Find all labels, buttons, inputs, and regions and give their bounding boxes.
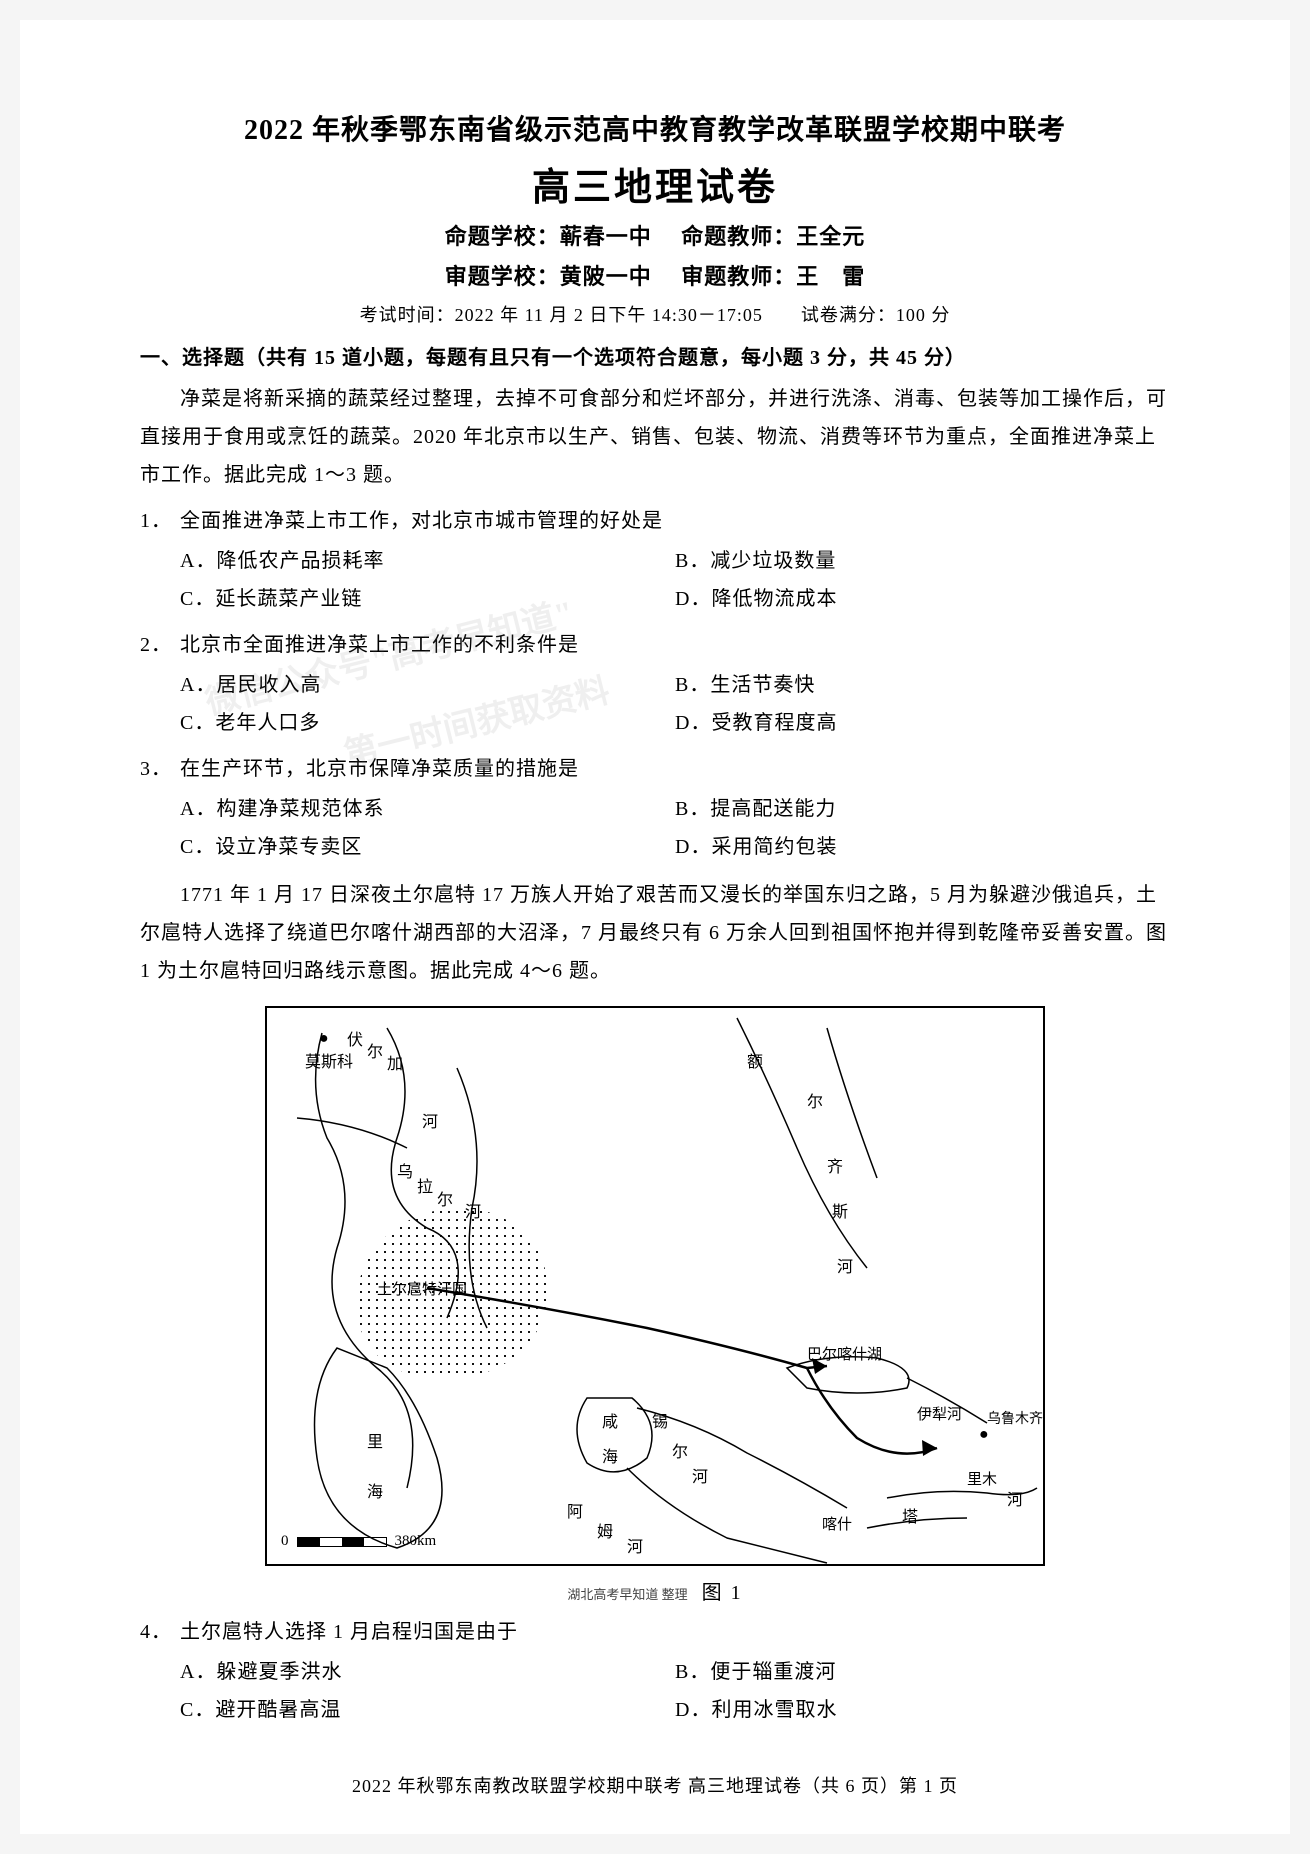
label-caspian: 里 <box>367 1428 383 1452</box>
meta-label: 命题教师： <box>681 224 796 249</box>
label-irtysh: 额 <box>747 1048 763 1072</box>
meta-line-1: 命题学校：蕲春一中 命题教师：王全元 <box>140 219 1170 251</box>
option-b: B．减少垃圾数量 <box>675 542 1170 580</box>
q-stem-text: 全面推进净菜上市工作，对北京市城市管理的好处是 <box>180 502 663 540</box>
label-turhute: 土尔扈特汗国 <box>377 1278 467 1299</box>
option-d: D．采用简约包装 <box>675 828 1170 866</box>
scale-right: 380km <box>395 1533 437 1550</box>
q-stem-text: 在生产环节，北京市保障净菜质量的措施是 <box>180 750 579 788</box>
label-amu: 河 <box>627 1533 643 1557</box>
map-credit: 湖北高考早知道 整理 <box>567 1584 687 1603</box>
option-a: A．构建净菜规范体系 <box>180 790 675 828</box>
label-urumqi: 乌鲁木齐 <box>987 1408 1043 1428</box>
option-d: D．利用冰雪取水 <box>675 1691 1170 1729</box>
map-caption: 图 1 <box>702 1576 743 1605</box>
option-c: C．设立净菜专卖区 <box>180 828 675 866</box>
label-tarim: 塔 <box>902 1503 918 1527</box>
label-volga: 伏 <box>347 1026 363 1050</box>
title-sub: 高三地理试卷 <box>140 156 1170 211</box>
label-tarim: 河 <box>1007 1486 1023 1510</box>
city-dot: ● <box>979 1426 989 1444</box>
meta-value: 王 雷 <box>796 264 865 289</box>
scale-left: 0 <box>281 1533 289 1550</box>
option-d: D．受教育程度高 <box>675 704 1170 742</box>
q-num: 1． <box>140 502 180 540</box>
question-2: 2． 北京市全面推进净菜上市工作的不利条件是 A．居民收入高 B．生活节奏快 C… <box>140 626 1170 742</box>
label-moscow: 莫斯科 <box>305 1048 353 1072</box>
option-c: C．避开酷暑高温 <box>180 1691 675 1729</box>
label-ural: 尔 <box>437 1186 453 1210</box>
city-dot: ● <box>319 1030 329 1048</box>
label-kashi: 喀什 <box>822 1513 852 1534</box>
meta-line-2: 审题学校：黄陂一中 审题教师：王 雷 <box>140 259 1170 291</box>
q-num: 3． <box>140 750 180 788</box>
page-footer: 2022 年秋鄂东南教改联盟学校期中联考 高三地理试卷（共 6 页）第 1 页 <box>20 1772 1290 1798</box>
q-stem-text: 北京市全面推进净菜上市工作的不利条件是 <box>180 626 579 664</box>
option-c: C．延长蔬菜产业链 <box>180 580 675 618</box>
map-caption-row: 湖北高考早知道 整理 图 1 <box>140 1576 1170 1605</box>
passage-2: 1771 年 1 月 17 日深夜土尔扈特 17 万族人开始了艰苦而又漫长的举国… <box>140 876 1170 990</box>
meta-label: 审题教师： <box>681 264 796 289</box>
meta-value: 王全元 <box>796 224 865 249</box>
label-aral: 咸 <box>602 1408 618 1432</box>
map-container: ● 莫斯科 伏 尔 加 河 乌 拉 尔 河 土尔扈特汗国 里 海 咸 海 阿 姆… <box>140 1006 1170 1566</box>
option-d: D．降低物流成本 <box>675 580 1170 618</box>
label-tarim: 里木 <box>967 1468 997 1489</box>
label-irtysh: 河 <box>837 1253 853 1277</box>
meta-value: 黄陂一中 <box>560 264 652 289</box>
label-irtysh: 齐 <box>827 1153 843 1177</box>
label-amu: 姆 <box>597 1518 613 1542</box>
meta-label: 审题学校： <box>445 264 560 289</box>
meta-label: 命题学校： <box>445 224 560 249</box>
scale-bar: 0 380km <box>281 1533 436 1550</box>
option-a: A．居民收入高 <box>180 666 675 704</box>
label-balkhash: 巴尔喀什湖 <box>807 1343 882 1364</box>
label-aral: 海 <box>602 1443 618 1467</box>
exam-info: 考试时间：2022 年 11 月 2 日下午 14:30－17:05 试卷满分：… <box>140 301 1170 327</box>
label-amu: 阿 <box>567 1498 583 1522</box>
title-main: 2022 年秋季鄂东南省级示范高中教育教学改革联盟学校期中联考 <box>140 110 1170 152</box>
meta-value: 蕲春一中 <box>560 224 652 249</box>
option-b: B．生活节奏快 <box>675 666 1170 704</box>
label-volga: 加 <box>387 1050 403 1074</box>
label-volga: 尔 <box>367 1038 383 1062</box>
label-caspian: 海 <box>367 1478 383 1502</box>
label-irtysh: 尔 <box>807 1088 823 1112</box>
q-num: 4． <box>140 1613 180 1651</box>
option-b: B．提高配送能力 <box>675 790 1170 828</box>
option-a: A．降低农产品损耗率 <box>180 542 675 580</box>
q-stem-text: 土尔扈特人选择 1 月启程归国是由于 <box>180 1613 518 1651</box>
label-he: 河 <box>422 1108 438 1132</box>
scale-segments <box>297 1537 387 1547</box>
label-syr: 尔 <box>672 1438 688 1462</box>
passage-1: 净菜是将新采摘的蔬菜经过整理，去掉不可食部分和烂坏部分，并进行洗涤、消毒、包装等… <box>140 380 1170 494</box>
map-box: ● 莫斯科 伏 尔 加 河 乌 拉 尔 河 土尔扈特汗国 里 海 咸 海 阿 姆… <box>265 1006 1045 1566</box>
option-a: A．躲避夏季洪水 <box>180 1653 675 1691</box>
question-3: 3． 在生产环节，北京市保障净菜质量的措施是 A．构建净菜规范体系 B．提高配送… <box>140 750 1170 866</box>
option-c: C．老年人口多 <box>180 704 675 742</box>
label-ural: 河 <box>465 1198 481 1222</box>
question-1: 1． 全面推进净菜上市工作，对北京市城市管理的好处是 A．降低农产品损耗率 B．… <box>140 502 1170 618</box>
label-ural: 乌 <box>397 1158 413 1182</box>
label-syr: 锡 <box>652 1408 668 1432</box>
q-num: 2． <box>140 626 180 664</box>
label-yili: 伊犁河 <box>917 1403 962 1424</box>
section-heading: 一、选择题（共有 15 道小题，每题有且只有一个选项符合题意，每小题 3 分，共… <box>140 341 1170 370</box>
option-b: B．便于辎重渡河 <box>675 1653 1170 1691</box>
label-ural: 拉 <box>417 1173 433 1197</box>
exam-page: 微信公众号"高考早知道" 第一时间获取资料 2022 年秋季鄂东南省级示范高中教… <box>20 20 1290 1834</box>
label-syr: 河 <box>692 1463 708 1487</box>
label-irtysh: 斯 <box>832 1198 848 1222</box>
question-4: 4． 土尔扈特人选择 1 月启程归国是由于 A．躲避夏季洪水 B．便于辎重渡河 … <box>140 1613 1170 1729</box>
